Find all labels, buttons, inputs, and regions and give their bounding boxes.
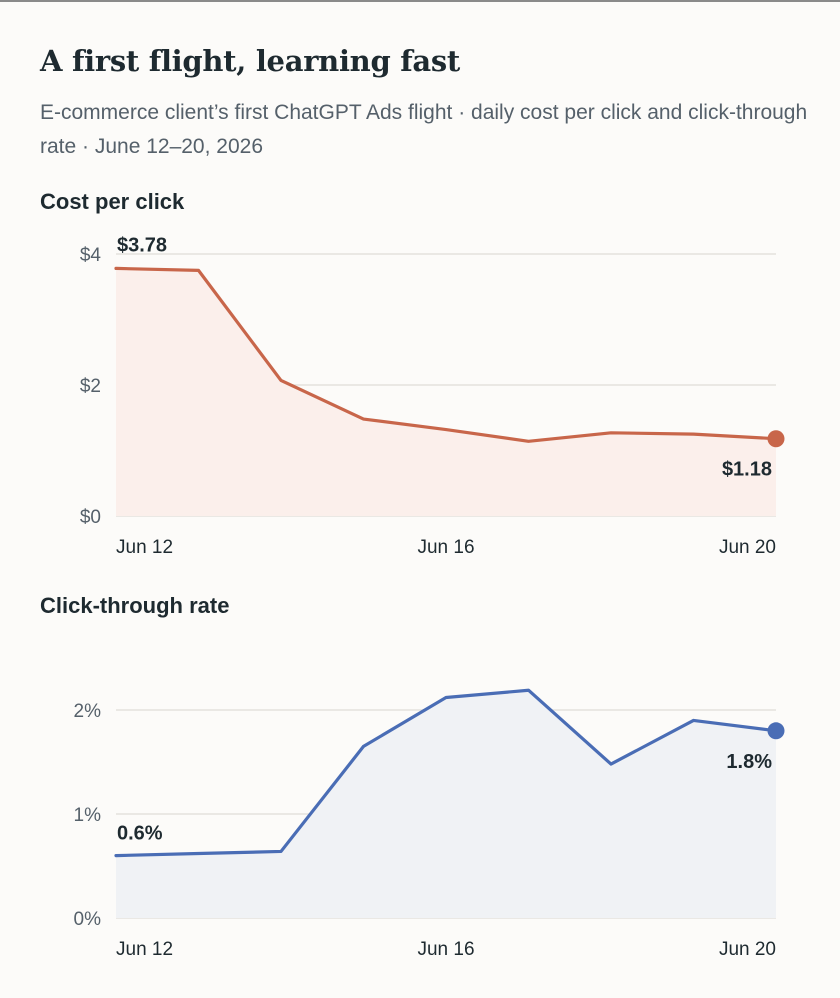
cpc-first-value-label: $3.78 (117, 234, 167, 256)
cpc-last-value-label: $1.18 (722, 459, 772, 481)
cpc-chart: $0 $2 $4 Jun 12 Jun 16 Jun 20 $3.78 $1.18 (80, 234, 785, 558)
ctr-last-value-label: 1.8% (726, 751, 772, 773)
ctr-point-jun-20 (767, 722, 785, 740)
chart-subtitle: E-commerce client’s first ChatGPT Ads fl… (40, 101, 808, 158)
ctr-area (116, 690, 776, 918)
cpc-panel-title: Cost per click (40, 189, 185, 214)
ctr-chart: 0% 1% 2% Jun 12 Jun 16 Jun 20 0.6% 1.8% (74, 688, 785, 960)
cpc-x-tick-label: Jun 12 (116, 537, 173, 558)
cpc-x-tick-label: Jun 16 (417, 537, 474, 558)
cpc-y-tick-label: $0 (80, 507, 101, 528)
ctr-x-tick-label: Jun 12 (116, 939, 173, 960)
ctr-line (114, 688, 778, 858)
cpc-y-tick-label: $4 (80, 245, 102, 266)
ctr-panel-title: Click-through rate (40, 593, 230, 618)
cpc-y-tick-label: $2 (80, 376, 101, 397)
ctr-y-tick-label: 0% (74, 909, 102, 930)
ctr-first-value-label: 0.6% (117, 823, 163, 845)
ctr-y-tick-label: 1% (74, 805, 102, 826)
cpc-line (114, 266, 778, 443)
cpc-x-tick-label: Jun 20 (719, 537, 776, 558)
ctr-x-tick-label: Jun 20 (719, 939, 776, 960)
cpc-point-jun-20 (767, 430, 785, 448)
ctr-y-tick-label: 2% (74, 701, 102, 722)
ctr-x-tick-label: Jun 16 (417, 939, 474, 960)
chart-title: A first flight, learning fast (40, 44, 461, 78)
cpc-area (116, 268, 776, 516)
